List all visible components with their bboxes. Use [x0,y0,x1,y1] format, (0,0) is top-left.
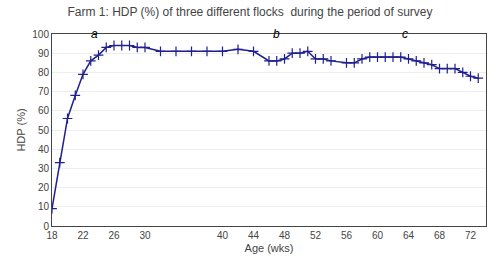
svg-text:20: 20 [38,182,50,193]
svg-text:60: 60 [38,105,50,116]
svg-text:64: 64 [403,230,415,241]
svg-text:26: 26 [108,230,120,241]
svg-text:40: 40 [217,230,229,241]
svg-text:40: 40 [38,144,50,155]
svg-text:52: 52 [310,230,322,241]
svg-text:0: 0 [43,221,49,232]
svg-text:56: 56 [341,230,353,241]
svg-text:30: 30 [139,230,151,241]
svg-text:44: 44 [248,230,260,241]
svg-text:50: 50 [38,125,50,136]
svg-text:Farm 1: HDP (%) of three diffe: Farm 1: HDP (%) of three different flock… [67,5,432,19]
svg-text:60: 60 [372,230,384,241]
svg-text:18: 18 [46,230,58,241]
svg-text:Age (wks): Age (wks) [245,242,294,254]
svg-text:c: c [402,27,408,41]
svg-text:90: 90 [38,48,50,59]
svg-text:b: b [273,27,280,41]
svg-text:22: 22 [77,230,89,241]
svg-text:a: a [91,27,98,41]
svg-text:10: 10 [38,201,50,212]
svg-text:80: 80 [38,67,50,78]
svg-text:100: 100 [32,29,49,40]
svg-text:HDP (%): HDP (%) [15,108,27,151]
svg-text:30: 30 [38,163,50,174]
svg-text:70: 70 [38,86,50,97]
svg-text:68: 68 [434,230,446,241]
svg-text:48: 48 [279,230,291,241]
svg-text:72: 72 [465,230,477,241]
